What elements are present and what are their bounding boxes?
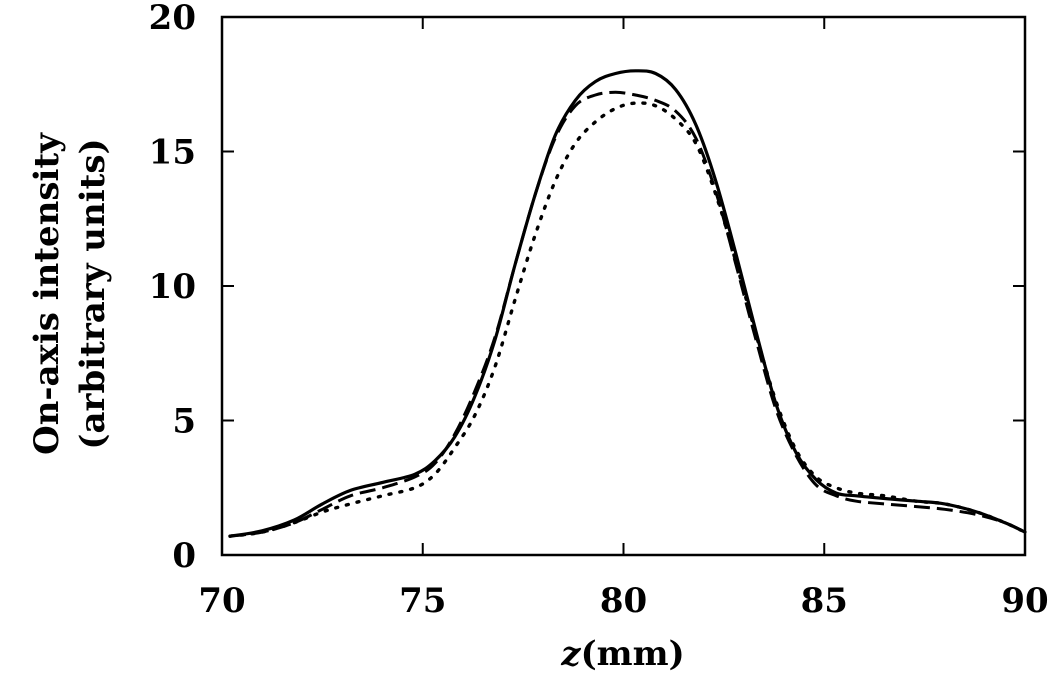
y-tick-label: 20 (149, 0, 196, 38)
x-tick-label: 70 (198, 581, 245, 621)
x-tick-label: 85 (801, 581, 848, 621)
y-tick-label: 0 (172, 536, 196, 576)
x-tick-label: 80 (600, 581, 647, 621)
x-tick-label: 90 (1001, 581, 1048, 621)
series-line-solid (228, 69, 1027, 538)
y-tick-label: 15 (149, 133, 196, 173)
tick-labels: 70 75 80 85 90 0 5 10 15 20 (149, 0, 1049, 621)
axis-ticks (221, 16, 1026, 556)
x-axis-label-unit: (mm) (581, 634, 685, 674)
y-tick-label: 10 (149, 267, 196, 307)
y-axis-label-line-2: (arbitrary units) (73, 138, 113, 449)
x-tick-label: 75 (399, 581, 446, 621)
series-line-dotted (228, 101, 1027, 538)
series-line-dashed (229, 90, 1026, 538)
x-axis-label-variable: z (560, 634, 581, 674)
plot-frame (220, 15, 1027, 557)
y-axis-label-line-1: On-axis intensity (27, 132, 67, 455)
x-axis-label: z(mm) (560, 634, 684, 674)
series-group (228, 69, 1027, 538)
y-tick-label: 5 (172, 402, 196, 442)
